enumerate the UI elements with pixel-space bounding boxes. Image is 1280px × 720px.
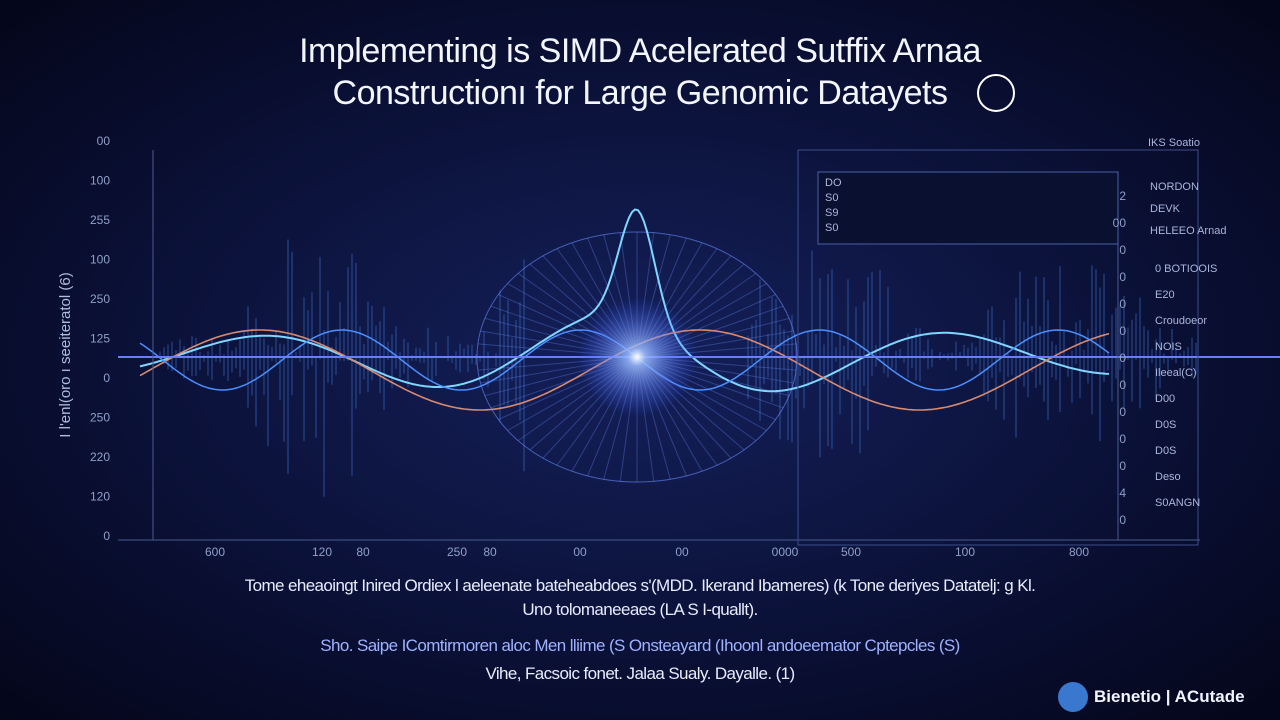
wave — [139, 208, 1110, 393]
bottom-tick: 800 — [1069, 545, 1089, 559]
right-tick: 4 — [1119, 486, 1126, 500]
caption-line: Uno tolomaneeaes (LA S I-quallt). — [522, 600, 758, 619]
right-tick: 2 — [1119, 189, 1126, 203]
right-tick: 0 — [1119, 297, 1126, 311]
caption-line: Tome eheaoingt Inired Ordiex l aeleenate… — [244, 576, 1036, 595]
legend-entry: NOIS — [1155, 341, 1182, 353]
left-tick: 0 — [103, 529, 110, 543]
legend-entry: D00 — [1155, 393, 1175, 405]
left-tick: 250 — [90, 411, 110, 425]
bottom-tick: 00 — [675, 545, 689, 559]
left-tick: 120 — [90, 490, 110, 504]
brand: Bienetio | ACutade — [1094, 687, 1245, 706]
footer-line: Sho. Saipe IComtirmoren aloc Men lliime … — [320, 636, 960, 655]
inset-label: S9 — [825, 207, 838, 219]
legend-entry: Deso — [1155, 471, 1181, 483]
right-tick: 0 — [1119, 459, 1126, 473]
bottom-tick: 80 — [356, 545, 370, 559]
legend-entry: D0S — [1155, 445, 1176, 457]
footer-line: Vihe, Facsoic fonet. Jalaa Sualy. Dayall… — [485, 664, 795, 683]
right-tick: 0 — [1119, 378, 1126, 392]
inset-label: NORDON — [1150, 181, 1199, 193]
inset-label: S0 — [825, 222, 838, 234]
inset-box — [817, 171, 1119, 245]
legend-entry: 0 BOTIOOIS — [1155, 263, 1217, 275]
glow — [577, 297, 697, 417]
left-tick: 100 — [90, 174, 110, 188]
title-line: Constructionı for Large Genomic Datayets — [332, 74, 948, 112]
bottom-tick: 80 — [483, 545, 497, 559]
right-tick: 0 — [1119, 243, 1126, 257]
icon — [977, 74, 1015, 112]
legend-entry: Croudoeor — [1155, 315, 1207, 327]
right-tick: 0 — [1119, 405, 1126, 419]
left-axis-label: I l'enl(oro ı seeiteratol (6) — [57, 272, 74, 437]
left-tick: 255 — [90, 213, 110, 227]
left-tick: 0 — [103, 371, 110, 385]
inset-label: S0 — [825, 192, 838, 204]
inset-label: HELEEO Arnad — [1150, 225, 1226, 237]
right-tick: 0 — [1119, 513, 1126, 527]
bottom-tick: 500 — [841, 545, 861, 559]
left-tick: 220 — [90, 450, 110, 464]
left-tick: 100 — [90, 253, 110, 267]
legend-entry: S0ANGN — [1155, 497, 1200, 509]
inset-title: IKS Soatio — [1148, 137, 1200, 149]
bottom-tick: 120 — [312, 545, 332, 559]
right-tick: 00 — [1113, 216, 1127, 230]
bottom-tick: 100 — [955, 545, 975, 559]
right-tick: 0 — [1119, 324, 1126, 338]
bottom-tick: 00 — [573, 545, 587, 559]
left-tick: 125 — [90, 332, 110, 346]
bottom-tick: 250 — [447, 545, 467, 559]
right-tick: 0 — [1119, 432, 1126, 446]
bottom-tick: 600 — [205, 545, 225, 559]
inset-label: DEVK — [1150, 203, 1181, 215]
legend-entry: D0S — [1155, 419, 1176, 431]
title-line: Implementing is SIMD Acelerated Sutffix … — [299, 32, 981, 70]
inset-frame — [797, 149, 1199, 546]
brand-logo — [1058, 682, 1088, 712]
inset-label: DO — [825, 177, 842, 189]
legend-entry: Ileeal(C) — [1155, 367, 1197, 379]
right-tick: 0 — [1119, 270, 1126, 284]
bottom-tick: 0000 — [772, 545, 799, 559]
left-tick: 00 — [97, 134, 111, 148]
legend-entry: E20 — [1155, 289, 1175, 301]
left-tick: 250 — [90, 292, 110, 306]
right-tick: 0 — [1119, 351, 1126, 365]
